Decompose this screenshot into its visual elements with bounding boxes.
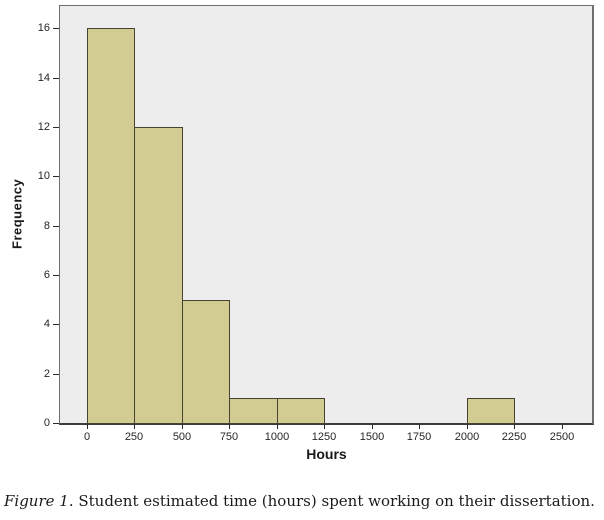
x-tick-label: 750 [219, 431, 239, 443]
x-tick-mark [229, 424, 230, 429]
y-tick-mark [53, 374, 59, 375]
x-tick-label: 2250 [501, 431, 527, 443]
y-tick-label: 12 [37, 121, 50, 133]
y-axis-title: Frequency [9, 178, 25, 249]
histogram-bar [182, 300, 230, 424]
y-tick-mark [53, 324, 59, 325]
x-tick-label: 1500 [359, 431, 385, 443]
x-tick-label: 2500 [549, 431, 575, 443]
histogram-chart: Frequency 0 2 4 6 8 10 12 14 16 0 250 500 750 1000 12… [9, 5, 594, 462]
x-tick-mark [87, 424, 88, 429]
x-tick-mark [324, 424, 325, 429]
x-tick-label: 0 [83, 431, 91, 443]
y-tick-mark [53, 176, 59, 177]
y-tick-mark [53, 28, 59, 29]
x-tick-mark [372, 424, 373, 429]
histogram-bar [87, 28, 135, 424]
y-tick-mark [53, 127, 59, 128]
y-tick-label: 14 [37, 72, 50, 84]
histogram-bar [229, 398, 278, 424]
y-tick-label: 16 [37, 22, 50, 34]
x-tick-label: 2000 [454, 431, 480, 443]
x-tick-mark [277, 424, 278, 429]
x-tick-label: 1000 [264, 431, 290, 443]
y-tick-label: 2 [43, 368, 50, 380]
figure-caption-label: Figure 1 [4, 492, 69, 510]
x-tick-label: 1750 [406, 431, 432, 443]
x-axis-title: Hours [306, 446, 347, 462]
x-tick-label: 250 [124, 431, 144, 443]
y-tick-mark [53, 423, 59, 424]
x-tick-mark [134, 424, 135, 429]
x-tick-mark [467, 424, 468, 429]
y-tick-mark [53, 78, 59, 79]
y-tick-mark [53, 275, 59, 276]
y-tick-mark [53, 226, 59, 227]
x-tick-label: 500 [172, 431, 192, 443]
y-tick-label: 8 [43, 220, 50, 232]
histogram-bar [467, 398, 515, 424]
histogram-bar [134, 127, 183, 424]
y-tick-label: 4 [43, 318, 50, 330]
y-tick-label: 0 [43, 417, 50, 429]
histogram-bar [277, 398, 325, 424]
x-tick-label: 1250 [311, 431, 337, 443]
x-tick-mark [419, 424, 420, 429]
y-tick-label: 10 [37, 170, 50, 182]
y-tick-label: 6 [43, 269, 50, 281]
x-tick-mark [182, 424, 183, 429]
plot-area [59, 5, 594, 425]
figure-caption: Figure 1. Student estimated time (hours)… [4, 491, 600, 511]
figure-caption-text: . Student estimated time (hours) spent w… [68, 492, 595, 510]
x-tick-mark [562, 424, 563, 429]
x-tick-mark [514, 424, 515, 429]
